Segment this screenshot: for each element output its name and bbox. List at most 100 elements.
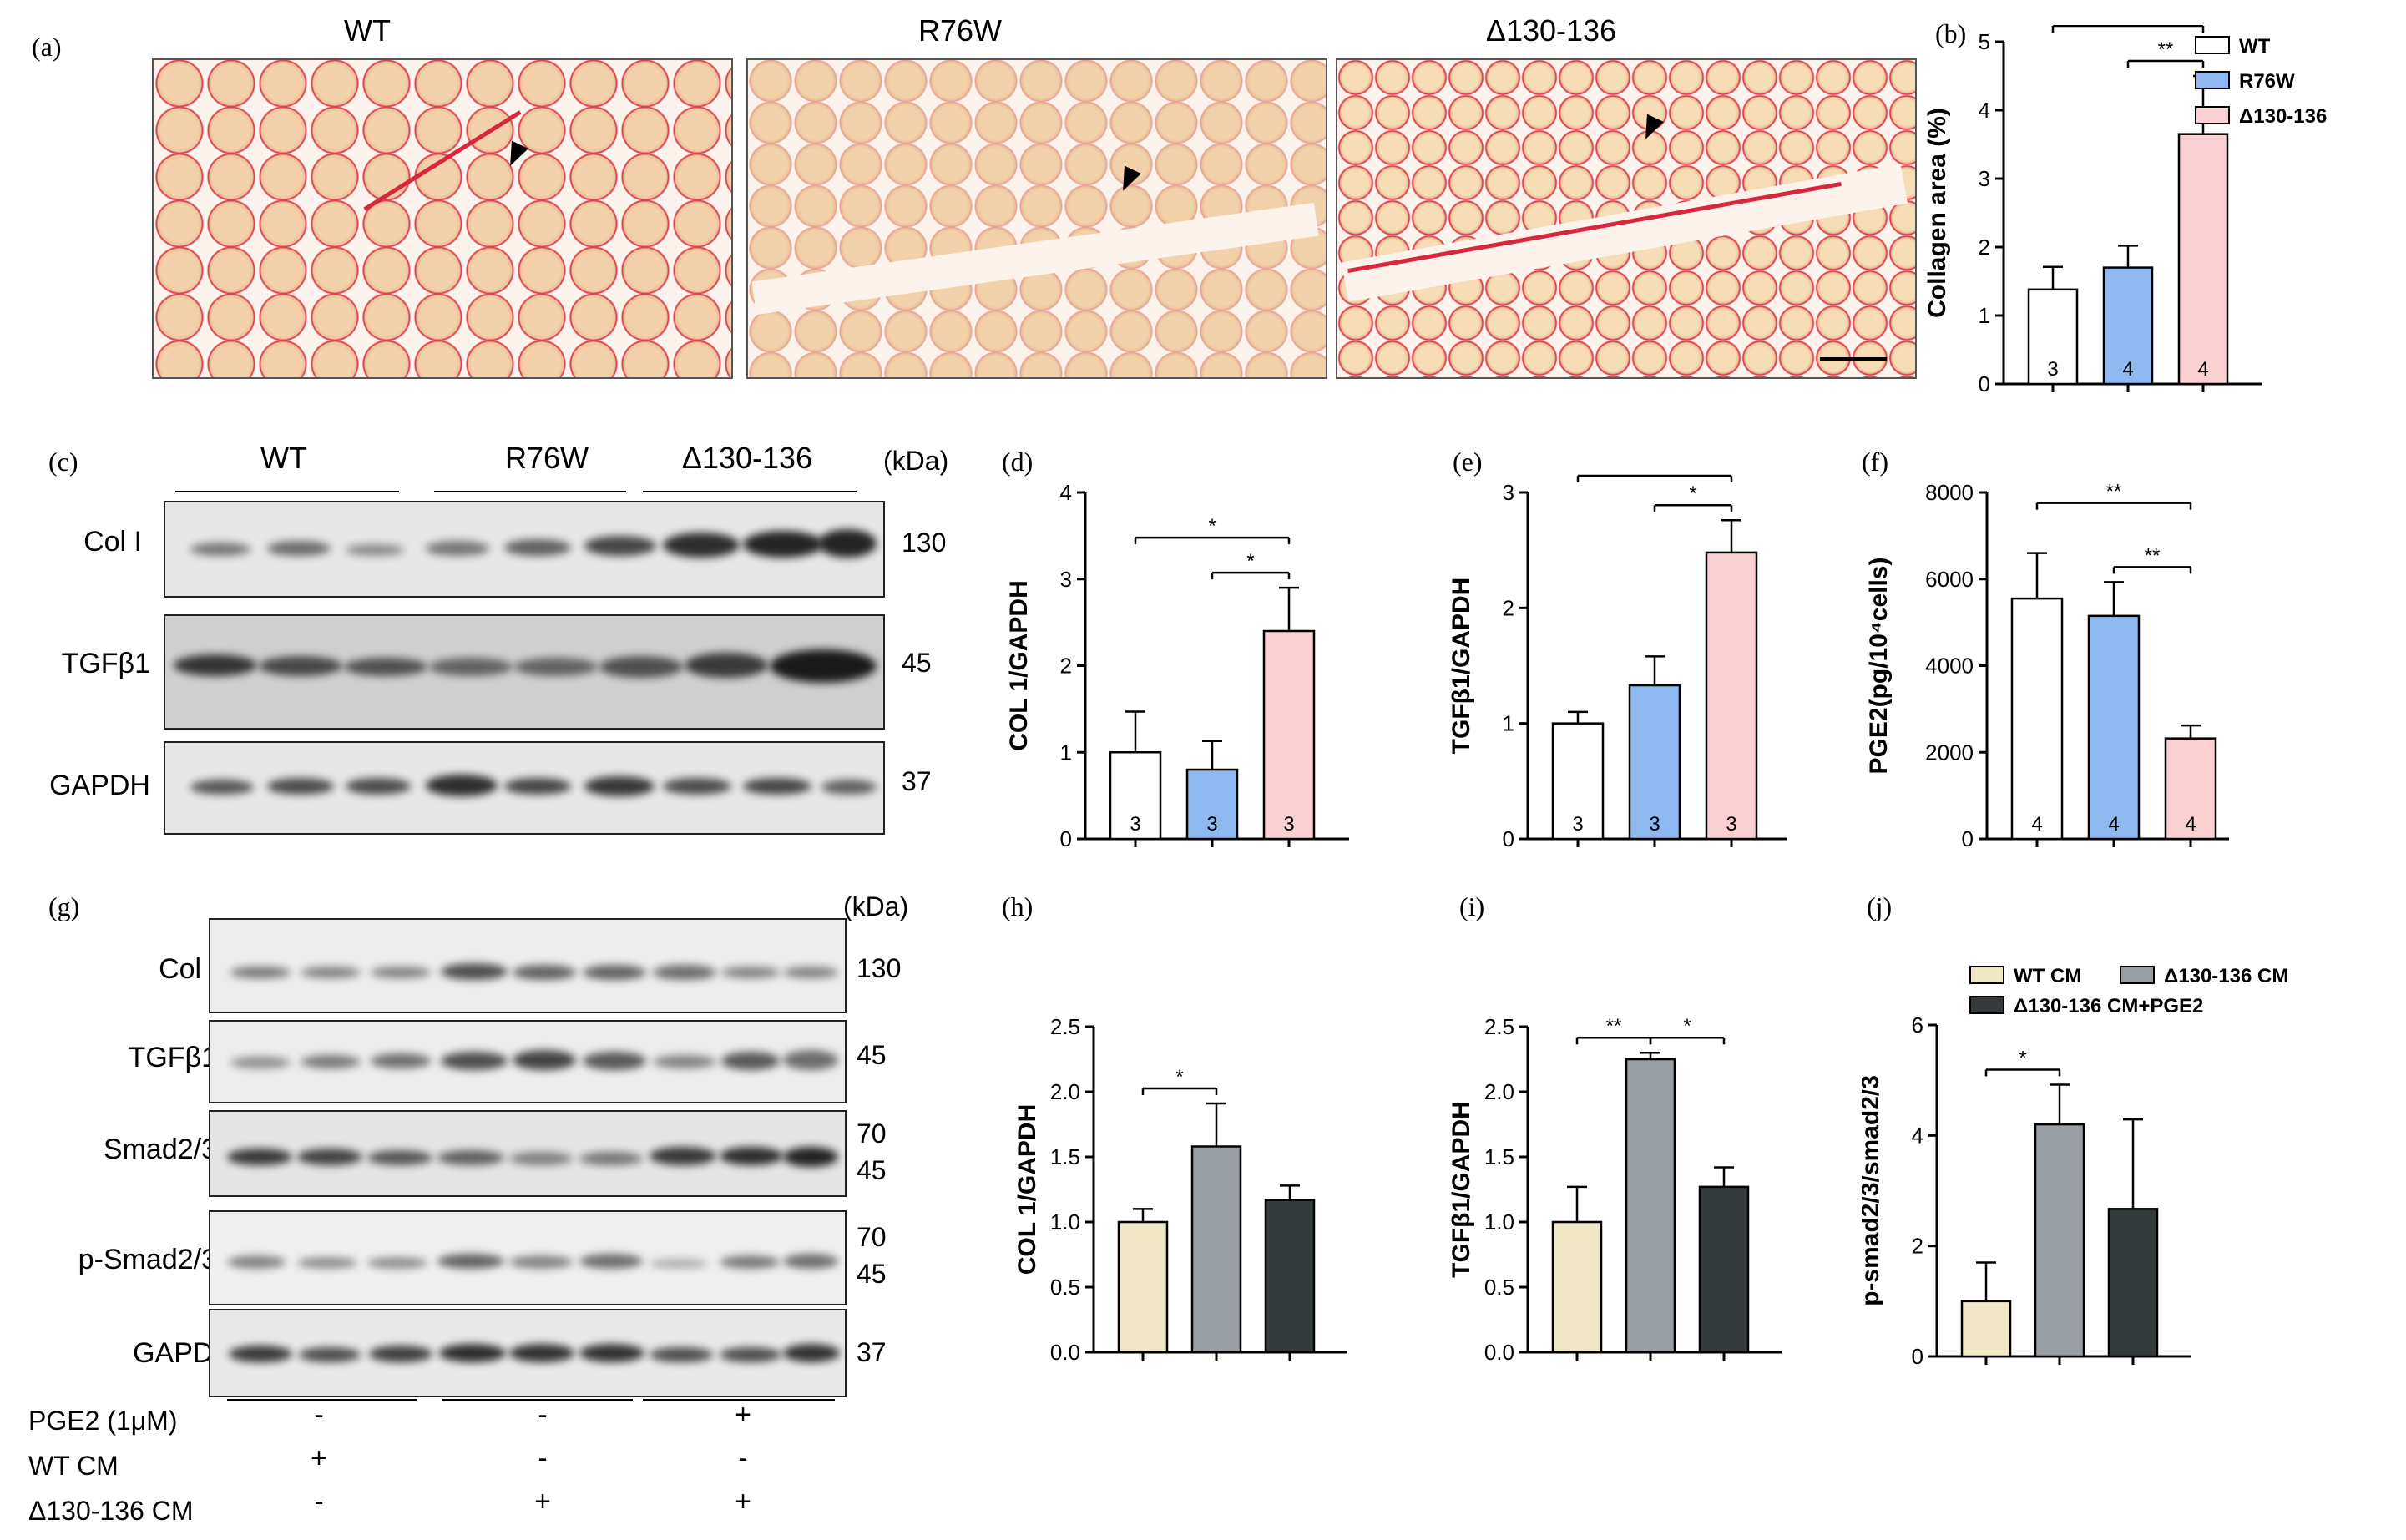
y-tick-label: 0 — [1962, 826, 1974, 851]
treatment-sign: + — [534, 1486, 551, 1517]
legend-label: WT CM — [2014, 965, 2081, 987]
blot-c-group-line-r76w — [434, 491, 626, 492]
blot-c-kda-unit: (kDa) — [883, 446, 949, 476]
y-axis-label: TGFβ1/GAPDH — [1448, 578, 1475, 755]
treatment-sign: - — [738, 1442, 748, 1474]
y-tick-label: 2 — [1912, 1234, 1923, 1259]
n-label: 3 — [1649, 813, 1660, 836]
blot-g-gapdh — [209, 1309, 847, 1397]
y-tick-label: 2 — [1503, 595, 1514, 620]
chart-d: 0 1 2 3 4 COL 1/GAPDH 3 3 3 * * — [1005, 480, 1349, 851]
treatment-sign: - — [314, 1399, 324, 1431]
treatment-group-line-1 — [227, 1399, 417, 1401]
bar — [1117, 1220, 1169, 1354]
significance-label: * — [1689, 482, 1696, 505]
blot-g-psmad23 — [209, 1210, 847, 1305]
blot-g-mw-smad23-45: 45 — [857, 1155, 887, 1185]
y-tick-label: 0 — [1060, 826, 1072, 851]
y-tick-label: 2 — [1060, 654, 1072, 679]
bar — [1185, 768, 1239, 841]
y-tick-label: 1.5 — [1050, 1144, 1080, 1169]
legend-label: R76W — [2239, 70, 2295, 93]
legend-label: WT — [2239, 35, 2271, 58]
y-axis-label: TGFβ1/GAPDH — [1448, 1101, 1475, 1278]
blot-g-col1 — [209, 918, 847, 1013]
micrograph-title-d130: Δ130-136 — [1485, 13, 1617, 48]
micrograph-wt — [152, 58, 733, 379]
y-tick-label: 3 — [1979, 166, 1990, 191]
panel-label-j: (j) — [1867, 891, 1893, 921]
y-tick-label: 0.0 — [1484, 1340, 1514, 1365]
legend-swatch — [2195, 36, 2230, 54]
y-tick-label: 2 — [1979, 235, 1990, 260]
bar — [2164, 737, 2217, 841]
significance-label: * — [1208, 515, 1216, 538]
bar — [1628, 684, 1681, 841]
panel-label-g: (g) — [48, 891, 80, 921]
chart-j: 0 2 4 6 p-smad2/3/smad2/3 * WT CM Δ130-136 CM Δ1… — [1862, 965, 2288, 1369]
blot-c-label-gapdh: GAPDH — [49, 770, 150, 801]
bar — [2087, 614, 2141, 841]
bar — [2034, 1123, 2085, 1358]
bar — [1262, 629, 1316, 841]
legend-swatch — [2195, 71, 2230, 89]
y-tick-label: 2.5 — [1050, 1014, 1080, 1039]
micrograph-title-r76w: R76W — [917, 13, 1003, 48]
bar — [1625, 1058, 1676, 1354]
n-label: 3 — [1726, 813, 1736, 836]
y-tick-label: 2000 — [1925, 740, 1974, 765]
treatment-sign: - — [314, 1486, 324, 1517]
y-tick-label: 1 — [1503, 711, 1514, 736]
blot-g-label-smad23: Smad2/3 — [103, 1134, 217, 1165]
n-label: 3 — [1283, 813, 1294, 836]
treatment-label-d130-cm: Δ130-136 CM — [28, 1496, 194, 1526]
y-tick-label: 0 — [1912, 1344, 1923, 1369]
bar — [1551, 1220, 1603, 1354]
y-axis-label: COL 1/GAPDH — [1013, 1104, 1041, 1275]
blot-c-label-tgfb1: TGFβ1 — [61, 648, 150, 679]
y-tick-label: 8000 — [1925, 480, 1974, 505]
y-axis-label: PGE2(pg/10⁴cells) — [1865, 558, 1893, 775]
y-tick-label: 0.0 — [1050, 1340, 1080, 1365]
treatment-sign: - — [538, 1442, 548, 1474]
n-label: 3 — [1572, 813, 1583, 836]
y-tick-label: 4000 — [1925, 654, 1974, 679]
y-tick-label: 5 — [1979, 29, 1990, 54]
y-tick-label: 2.0 — [1484, 1079, 1514, 1104]
bar — [2010, 597, 2064, 841]
y-tick-label: 3 — [1503, 480, 1514, 505]
legend-swatch — [1969, 966, 2004, 984]
legend-label: Δ130-136 CM — [2164, 965, 2288, 987]
legend-label: Δ130-136 — [2239, 105, 2327, 128]
legend-swatch — [2195, 106, 2230, 124]
y-tick-label: 2.5 — [1484, 1014, 1514, 1039]
treatment-sign: - — [538, 1399, 548, 1431]
legend-label: Δ130-136 CM+PGE2 — [2014, 995, 2203, 1017]
bar — [1551, 722, 1605, 841]
treatment-group-line-2 — [442, 1399, 633, 1401]
panel-label-i: (i) — [1459, 891, 1485, 921]
n-label: 3 — [1130, 813, 1140, 836]
blot-g-tgfb1 — [209, 1020, 847, 1103]
blot-c-col1 — [164, 501, 885, 598]
bar — [2027, 288, 2079, 386]
legend-swatch — [1969, 996, 2004, 1014]
significance-label: * — [1246, 550, 1254, 573]
y-axis-label: COL 1/GAPDH — [1005, 580, 1033, 750]
blot-c-group-r76w: R76W — [504, 441, 589, 475]
y-tick-label: 1.0 — [1484, 1209, 1514, 1235]
blot-g-label-tgfb1: TGFβ1 — [128, 1042, 217, 1073]
significance-label: * — [1683, 1015, 1691, 1038]
blot-g-mw-gapdh: 37 — [857, 1337, 887, 1367]
significance-label: ** — [2106, 481, 2122, 503]
treatment-sign: + — [735, 1399, 751, 1431]
bar — [1705, 551, 1758, 841]
panel-label-a: (a) — [32, 32, 62, 62]
n-label: 4 — [2185, 813, 2196, 836]
blot-c-gapdh — [164, 741, 885, 835]
n-label: 4 — [2031, 813, 2042, 836]
y-tick-label: 1.0 — [1050, 1209, 1080, 1235]
bar — [1960, 1300, 2012, 1358]
bar — [2177, 133, 2229, 386]
